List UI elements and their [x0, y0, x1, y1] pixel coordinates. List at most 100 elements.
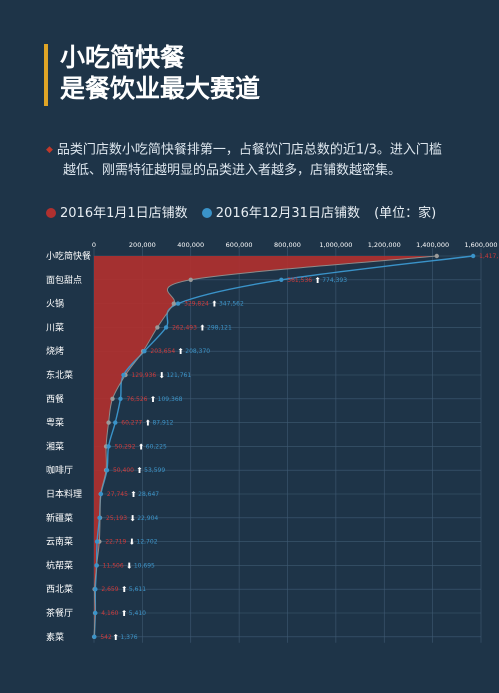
series1-value-label: 25,193 [106, 515, 127, 522]
legend-dot-blue-icon [201, 208, 212, 218]
description: ◆ 品类门店数小吃简快餐排第一，占餐饮门店总数的近1/3。进入门槛 越低、刚需特征… [46, 140, 466, 181]
series1-point [434, 253, 439, 259]
category-label: 云南菜 [46, 536, 73, 548]
series1-value-label: 203,654 [150, 348, 175, 355]
x-tick-label: 800,000 [274, 241, 301, 249]
trend-up-arrow-icon: ⬆ [144, 419, 151, 428]
series1-value-label: 27,745 [107, 491, 128, 498]
x-tick-label: 600,000 [226, 241, 253, 249]
trend-down-arrow-icon: ⬇ [158, 371, 165, 380]
trend-up-arrow-icon: ⬆ [314, 276, 321, 285]
legend-item-series2: 2016年12月31日店铺数 [201, 206, 360, 221]
description-line1: 品类门店数小吃简快餐排第一，占餐饮门店总数的近1/3。进入门槛 [56, 142, 442, 158]
series2-point [94, 539, 100, 544]
trend-down-arrow-icon: ⬇ [126, 561, 133, 570]
series2-value-label: 22,904 [137, 515, 158, 522]
category-label: 小吃简快餐 [46, 250, 91, 262]
page-title-line2: 是餐饮业最大赛道 [60, 74, 261, 103]
series1-value-label: 129,936 [131, 372, 156, 379]
series2-value-label: 87,912 [152, 420, 173, 427]
series2-point [94, 563, 99, 568]
trend-up-arrow-icon: ⬆ [177, 347, 184, 356]
series2-point [97, 515, 102, 520]
series2-value-label: 12,702 [137, 539, 158, 546]
title-accent-bar [44, 44, 48, 106]
category-label: 粤菜 [46, 417, 64, 429]
category-label: 火锅 [46, 299, 64, 310]
series2-point [104, 468, 110, 473]
series1-value-label: 76,526 [126, 396, 147, 403]
series1-value-label: 50,400 [113, 467, 134, 474]
trend-up-arrow-icon: ⬆ [112, 633, 119, 642]
series2-point [470, 253, 476, 259]
series2-point [118, 396, 123, 401]
series1-value-label: 542 [100, 634, 112, 641]
legend-item-series1: 2016年1月1日店铺数 [46, 206, 188, 221]
series1-value-label: 2,659 [101, 586, 118, 593]
series1-value-label: 329,824 [184, 301, 209, 308]
series1-point [188, 277, 193, 282]
series1-point [155, 325, 160, 330]
trend-up-arrow-icon: ⬆ [138, 442, 145, 451]
trend-down-arrow-icon: ⬇ [129, 514, 136, 523]
category-label: 茶餐厅 [46, 607, 73, 619]
x-tick-label: 1,600,000 [464, 241, 497, 249]
series1-value-label: 22,719 [105, 539, 126, 546]
series1-point [171, 301, 177, 306]
category-label: 西餐 [46, 393, 64, 405]
trend-up-arrow-icon: ⬆ [130, 490, 137, 499]
category-label: 西北菜 [46, 583, 73, 595]
series2-value-label: 5,611 [129, 586, 146, 593]
category-label: 湘菜 [46, 440, 64, 452]
series2-value-label: 347,562 [219, 301, 244, 308]
legend-label-series2: 2016年12月31日店铺数 [215, 206, 360, 221]
category-label: 杭帮菜 [46, 559, 73, 571]
trend-up-arrow-icon: ⬆ [150, 395, 157, 404]
series1-point [110, 396, 115, 401]
x-tick-label: 400,000 [177, 241, 204, 249]
series1-value-label: 4,160 [101, 610, 118, 617]
store-count-area-chart: 0 200,000 400,000 600,000 800,000 1,000,000 1,… [46, 241, 499, 643]
page-title-line1: 小吃简快餐 [60, 43, 186, 72]
x-tick-label: 200,000 [129, 241, 156, 249]
x-tick-label: 0 [92, 241, 96, 249]
series2-value-label: 60,225 [146, 443, 167, 450]
category-label: 新疆菜 [46, 512, 73, 524]
series1-area [94, 256, 437, 637]
series1-value-label: 262,493 [172, 324, 197, 331]
series2-value-label: 121,761 [166, 372, 191, 379]
category-label: 日本料理 [46, 488, 82, 500]
series2-value-label: 774,393 [322, 277, 347, 284]
series1-value-label: 361,536 [287, 277, 312, 284]
series2-point [175, 301, 181, 306]
series2-value-label: 109,368 [158, 396, 183, 403]
series2-point [142, 349, 147, 354]
trend-up-arrow-icon: ⬆ [199, 323, 206, 332]
series1-point [106, 420, 111, 425]
x-tick-label: 1,200,000 [368, 241, 401, 249]
series2-point [93, 587, 98, 592]
bullet-diamond-icon: ◆ [46, 145, 53, 155]
trend-up-arrow-icon: ⬆ [121, 585, 128, 594]
series1-value-label: 60,277 [121, 420, 142, 427]
x-tick-label: 1,400,000 [416, 241, 449, 249]
series1-value-label: 1,417,176 [479, 253, 499, 260]
series2-point [121, 372, 126, 378]
legend-unit: (单位：家) [374, 206, 437, 221]
category-label: 素菜 [46, 631, 64, 643]
series2-point [92, 634, 97, 639]
category-label: 咖啡厅 [46, 464, 73, 476]
category-label: 烧烤 [46, 345, 64, 357]
series2-point [93, 610, 98, 616]
series2-point [98, 491, 104, 497]
series2-value-label: 28,647 [138, 491, 159, 498]
category-label: 东北菜 [46, 369, 73, 381]
series2-value-label: 1,376 [120, 634, 137, 641]
series1-value-label: 11,506 [103, 562, 124, 569]
trend-up-arrow-icon: ⬆ [211, 300, 218, 309]
description-line2: 越低、刚需特征越明显的品类进入者越多，店铺数越密集。 [63, 162, 402, 178]
series1-value-label: 50,292 [115, 443, 136, 450]
category-label: 面包甜点 [46, 274, 82, 286]
series2-value-label: 298,121 [207, 324, 232, 331]
category-label: 川菜 [46, 321, 64, 333]
